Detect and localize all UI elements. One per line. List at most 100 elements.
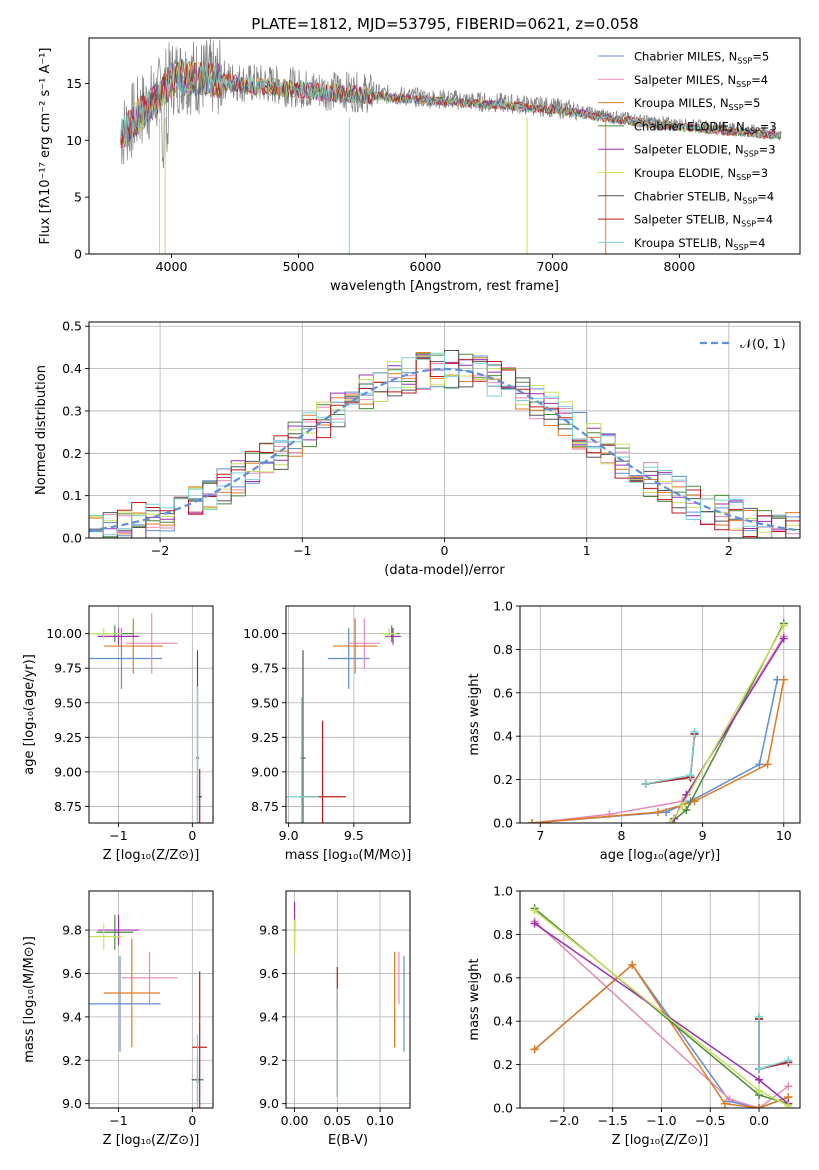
- legend-value: =3: [759, 143, 776, 157]
- legend-entry: Salpeter ELODIE, NSSP=3: [634, 143, 776, 159]
- weight-marker: [763, 760, 772, 769]
- axes-frame: [88, 890, 214, 1109]
- legend-sub: SSP: [742, 196, 757, 205]
- weight-marker: [690, 797, 699, 806]
- x-tick-label: 2: [725, 543, 733, 558]
- axes-frame: [88, 37, 801, 255]
- panel-age-vs-Z: −1 0 8.75 9.00 9.25 9.50 9.75 10.00 Z [log₁₀(Z/Z…: [22, 605, 214, 863]
- errorbar-point: [103, 938, 160, 1048]
- x-tick-label: 0: [188, 828, 196, 843]
- plot-area: [528, 619, 788, 823]
- legend-entry: Kroupa STELIB, NSSP=4: [634, 236, 765, 252]
- y-tick-label: 0.2: [493, 1057, 513, 1072]
- legend-value: =4: [756, 213, 773, 227]
- x-tick-label: −1.5: [598, 1113, 628, 1128]
- panel-mass-weight-vs-age: 7 8 9 10 0.0 0.2 0.4 0.6 0.8 1.0 age [log₁₀(age/yr…: [467, 599, 801, 863]
- weight-series: [534, 920, 789, 1108]
- plot-area: [89, 350, 800, 538]
- legend-entry: Kroupa MILES, NSSP=5: [634, 96, 760, 112]
- x-tick-label: 0: [441, 543, 449, 558]
- weight-marker: [755, 1012, 764, 1021]
- y-axis-label: mass weight: [467, 673, 482, 755]
- histogram-series: [89, 355, 800, 538]
- weight-marker: [678, 801, 687, 810]
- weight-marker: [682, 805, 691, 814]
- legend-value: =4: [749, 236, 766, 250]
- weight-marker: [720, 1099, 729, 1108]
- errorbar-point: [286, 697, 319, 823]
- legend-sub: SSP: [745, 126, 760, 135]
- y-tick-label: 0.1: [62, 488, 82, 503]
- x-tick-label: −2.0: [549, 1113, 579, 1128]
- axes-frame: [285, 890, 411, 1109]
- errorbar-point: [121, 951, 178, 1004]
- panel-age-vs-mass: 9.0 9.5 8.75 9.00 9.25 9.50 9.75 10.00 mass [log…: [243, 605, 412, 863]
- y-axis-label: mass [log₁₀(M/M⊙)]: [22, 936, 37, 1063]
- x-tick-label: 10: [776, 828, 792, 843]
- legend-value: =3: [751, 166, 768, 180]
- x-tick-label: 7000: [537, 259, 569, 274]
- weight-marker: [686, 771, 695, 780]
- y-tick-label: 9.75: [54, 661, 82, 676]
- weight-marker: [755, 1086, 764, 1095]
- weight-marker: [690, 727, 699, 736]
- legend-sub: SSP: [736, 80, 751, 89]
- legend-sub: SSP: [744, 150, 759, 159]
- errorbar-point: [327, 628, 370, 689]
- legend-entry: Chabrier STELIB, NSSP=4: [634, 189, 774, 205]
- errorbar-point: [192, 971, 208, 1108]
- plot-area: [530, 904, 793, 1108]
- x-axis-label: mass [log₁₀(M/M⊙)]: [285, 848, 412, 863]
- y-tick-label: 0.2: [493, 772, 513, 787]
- weight-marker: [755, 1075, 764, 1084]
- histogram-series: [89, 352, 800, 538]
- x-tick-label: 0: [188, 1113, 196, 1128]
- y-tick-label: 0.0: [493, 1101, 513, 1116]
- weight-series: [645, 731, 696, 785]
- y-tick-label: 0.4: [493, 1014, 513, 1029]
- y-tick-label: 9.4: [259, 1009, 279, 1024]
- plot-area: [120, 38, 782, 254]
- legend-sub: SSP: [741, 220, 756, 229]
- y-tick-label: 9.00: [251, 764, 279, 779]
- figure-title: PLATE=1812, MJD=53795, FIBERID=0621, z=0…: [251, 15, 638, 33]
- y-axis-label: mass weight: [467, 958, 482, 1040]
- errorbar-point: [97, 628, 140, 645]
- weight-marker: [779, 621, 788, 630]
- y-tick-label: 9.6: [62, 966, 82, 981]
- x-tick-label: 1: [583, 543, 591, 558]
- y-tick-label: 9.6: [259, 966, 279, 981]
- legend: Chabrier MILES, NSSP=5 Salpeter MILES, NS…: [598, 50, 777, 252]
- weight-series: [758, 1016, 789, 1070]
- weight-marker: [641, 779, 650, 788]
- errorbar-point: [97, 914, 140, 946]
- weight-marker: [755, 1104, 764, 1108]
- axes-frame: [285, 605, 411, 824]
- legend: 𝒩(0, 1): [700, 336, 786, 351]
- y-tick-label: 5: [74, 190, 82, 205]
- axes-frame: [88, 605, 214, 824]
- legend-entry: Salpeter MILES, NSSP=4: [634, 73, 768, 89]
- errorbar-point: [89, 628, 123, 640]
- legend-value: =5: [752, 50, 769, 64]
- weight-marker: [530, 1045, 539, 1054]
- model-spectrum: [120, 60, 782, 149]
- y-tick-label: 0.8: [493, 927, 513, 942]
- x-tick-label: 0.00: [281, 1113, 309, 1128]
- weight-marker: [530, 919, 539, 928]
- y-tick-label: 0.6: [493, 970, 513, 985]
- panel-mass-weight-vs-Z: −2.0 −1.5 −1.0 −0.5 0.0 0.0 0.2 0.4 0.6 0.8 1.0 Z […: [467, 884, 801, 1148]
- y-tick-label: 0.5: [62, 319, 82, 334]
- y-tick-label: 0.4: [493, 729, 513, 744]
- x-tick-label: 0.0: [749, 1113, 769, 1128]
- errorbar-point: [196, 686, 199, 823]
- x-tick-label: 8000: [663, 259, 695, 274]
- y-axis-label: Normed distribution: [34, 365, 49, 495]
- x-tick-label: −0.5: [695, 1113, 725, 1128]
- x-axis-label: Z [log₁₀(Z/Z⊙)]: [103, 1133, 200, 1148]
- plot-area: [293, 901, 405, 1098]
- y-tick-label: 9.75: [251, 661, 279, 676]
- legend-sub: SSP: [734, 243, 749, 252]
- weight-marker: [755, 760, 764, 769]
- weight-marker: [784, 1082, 793, 1091]
